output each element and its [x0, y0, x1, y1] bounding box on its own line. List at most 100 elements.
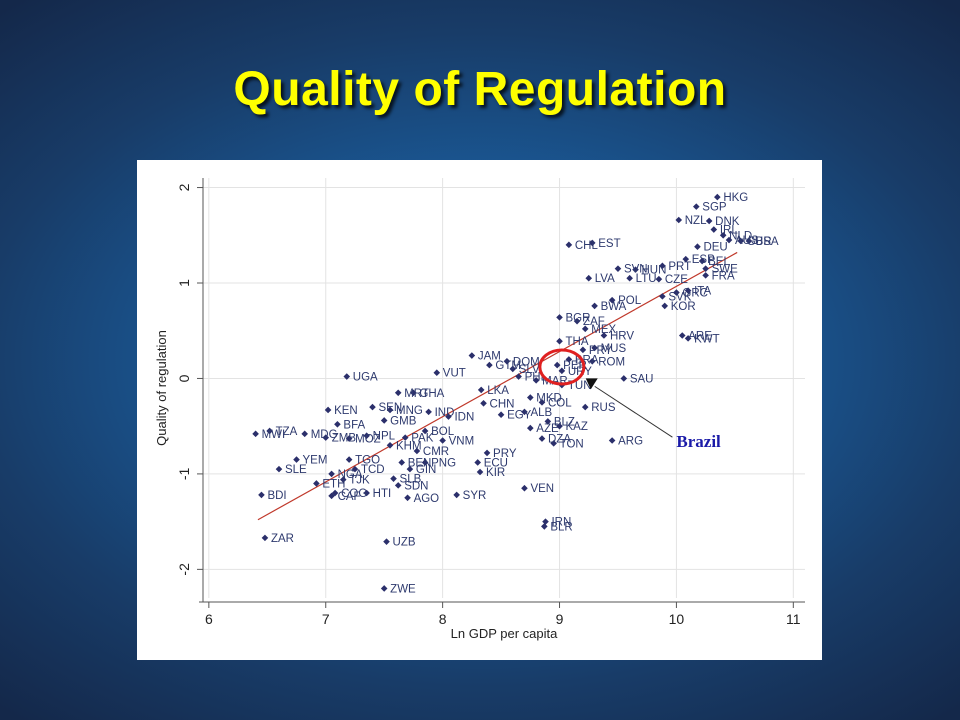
point-label: POL	[618, 295, 642, 307]
point-label: ZMB	[332, 433, 357, 445]
point-label: TUN	[568, 380, 592, 392]
data-point	[714, 193, 721, 201]
data-point	[301, 430, 308, 438]
data-point	[480, 399, 487, 407]
data-point	[421, 459, 429, 466]
point-label: SYR	[463, 490, 487, 502]
point-label: TJK	[349, 475, 370, 487]
point-label: BEN	[408, 457, 432, 469]
x-tick-label: 6	[205, 611, 213, 627]
data-point	[692, 203, 700, 210]
data-point	[608, 437, 616, 444]
point-label: IRL	[720, 225, 739, 237]
y-tick-label: 2	[176, 183, 192, 191]
data-point	[579, 346, 587, 354]
data-point	[266, 427, 273, 435]
data-point	[386, 406, 394, 414]
data-point	[581, 403, 589, 411]
data-point	[406, 465, 414, 473]
point-label: DZA	[548, 434, 571, 446]
data-point	[527, 394, 534, 401]
point-label: SLB	[400, 474, 422, 486]
point-label: MWI	[262, 429, 286, 441]
point-label: DNK	[715, 216, 740, 228]
data-point	[550, 440, 557, 447]
point-label: ETH	[322, 478, 345, 490]
point-label: MEX	[591, 324, 616, 336]
point-label: KWT	[694, 333, 720, 345]
point-label: GRC	[682, 288, 708, 300]
point-label: ESP	[692, 254, 715, 266]
data-point	[659, 293, 666, 300]
data-point	[413, 447, 421, 455]
data-point	[345, 435, 353, 442]
point-label: NZL	[685, 215, 707, 227]
y-tick-label: -1	[176, 467, 192, 480]
data-point	[425, 408, 432, 416]
point-label: GMB	[390, 415, 417, 427]
data-point	[351, 465, 359, 473]
point-label: SDN	[404, 480, 428, 492]
point-label: EST	[598, 238, 620, 250]
point-label: URY	[568, 366, 592, 378]
highlight-ellipse	[538, 348, 586, 386]
point-label: BOL	[431, 426, 455, 438]
data-point	[258, 491, 265, 499]
data-point	[719, 231, 727, 239]
point-label: LVA	[595, 273, 615, 285]
point-label: FRA	[712, 270, 735, 282]
data-points	[252, 193, 753, 592]
point-label: LTU	[636, 273, 657, 285]
point-label: MRT	[404, 388, 429, 400]
data-point	[398, 459, 406, 466]
point-label: HKG	[723, 192, 748, 204]
point-label: TCD	[361, 464, 385, 476]
point-label: VEN	[530, 483, 554, 495]
data-point	[380, 417, 388, 424]
data-point	[339, 476, 347, 483]
point-label: MUS	[601, 343, 627, 355]
point-label: ECU	[484, 457, 508, 469]
grid-lines	[203, 178, 805, 598]
point-label: COG	[341, 488, 367, 500]
data-point	[684, 287, 692, 294]
data-point	[655, 275, 663, 283]
point-label: USA	[755, 236, 779, 248]
data-point	[486, 361, 493, 369]
data-point	[632, 266, 639, 273]
y-tick-label: 0	[176, 374, 192, 382]
point-label: JAM	[478, 351, 501, 363]
x-axis-title: Ln GDP per capita	[451, 626, 558, 641]
data-point	[591, 302, 598, 310]
data-point	[503, 357, 511, 365]
data-point	[324, 406, 332, 414]
data-point	[527, 424, 534, 432]
point-label: CHL	[575, 240, 599, 252]
point-label: KEN	[334, 405, 358, 417]
data-point	[585, 274, 593, 282]
data-point	[509, 365, 517, 373]
data-point	[369, 403, 376, 411]
annotations: Brazil	[538, 348, 721, 451]
point-label: SVK	[668, 291, 691, 303]
data-point	[698, 257, 706, 265]
point-label: SVN	[624, 264, 648, 276]
data-point	[439, 437, 446, 444]
point-label: VNM	[449, 436, 475, 448]
data-point	[542, 518, 549, 525]
data-point	[390, 475, 397, 482]
point-label: BLR	[550, 521, 572, 533]
point-label: LKA	[487, 385, 509, 397]
data-point	[684, 335, 692, 342]
data-point	[476, 468, 484, 476]
y-tick-label: 1	[176, 279, 192, 287]
data-point	[705, 217, 713, 225]
data-point	[565, 241, 573, 249]
point-label: ITA	[694, 286, 711, 298]
point-label: ARE	[688, 331, 712, 343]
point-label: BLZ	[554, 416, 575, 428]
data-point	[363, 432, 370, 440]
point-label: CMR	[423, 446, 449, 458]
data-point	[343, 373, 351, 380]
